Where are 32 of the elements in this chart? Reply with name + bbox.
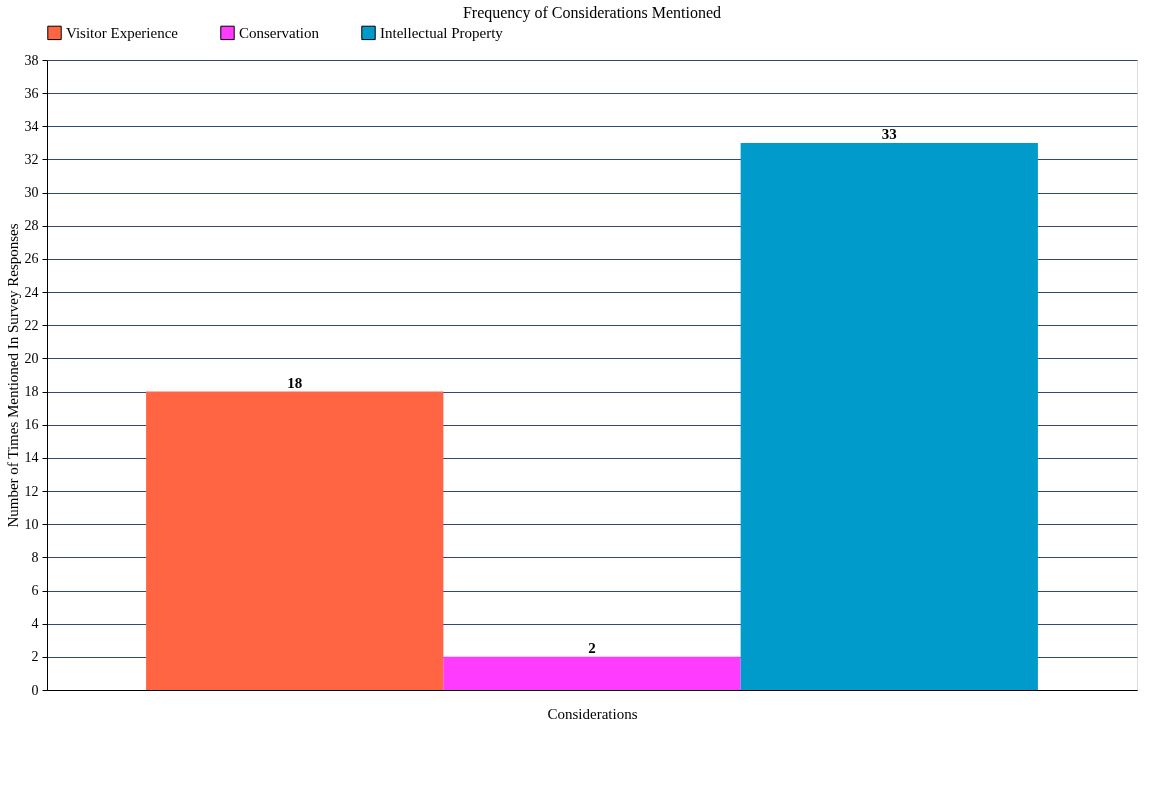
y-tick-label: 12 <box>24 483 39 499</box>
y-tick-label: 24 <box>24 284 39 300</box>
y-tick-label: 30 <box>24 185 39 201</box>
y-tick-label: 28 <box>24 218 39 234</box>
data-label: 18 <box>287 374 303 391</box>
y-tick-label: 32 <box>24 151 39 167</box>
data-label: 33 <box>881 125 897 142</box>
bar <box>443 656 741 690</box>
y-tick-label: 26 <box>24 251 39 267</box>
legend-label: Visitor Experience <box>66 24 179 41</box>
bar <box>740 142 1038 690</box>
y-tick-label: 2 <box>31 649 39 665</box>
chart-title: Frequency of Considerations Mentioned <box>462 4 722 22</box>
y-tick-label: 10 <box>24 516 39 532</box>
y-tick-label: 4 <box>31 616 39 632</box>
bar <box>146 391 444 690</box>
y-tick-label: 14 <box>24 450 39 466</box>
y-tick-label: 20 <box>24 350 39 366</box>
data-label: 2 <box>588 639 596 656</box>
y-tick-label: 16 <box>24 417 39 433</box>
y-tick-label: 38 <box>24 52 39 68</box>
legend-label: Conservation <box>239 24 320 41</box>
y-tick-label: 8 <box>31 549 39 565</box>
y-axis-title: Number of Times Mentioned In Survey Responses <box>4 223 21 528</box>
y-tick-label: 34 <box>24 118 39 134</box>
y-tick-label: 6 <box>31 583 39 599</box>
y-tick-label: 0 <box>31 682 39 698</box>
legend-label: Intellectual Property <box>380 24 504 41</box>
y-tick-label: 36 <box>24 85 39 101</box>
y-tick-label: 22 <box>24 317 39 333</box>
x-axis-title: Considerations <box>547 705 638 722</box>
y-tick-label: 18 <box>24 384 39 400</box>
